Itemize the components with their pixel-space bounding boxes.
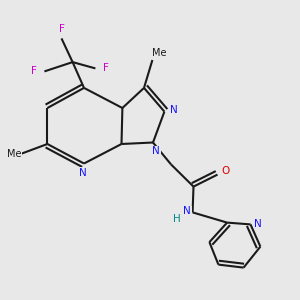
Text: F: F: [31, 66, 37, 76]
Text: N: N: [79, 167, 87, 178]
Text: N: N: [169, 105, 177, 115]
Text: Me: Me: [7, 148, 21, 159]
Text: N: N: [254, 219, 262, 229]
Text: N: N: [183, 206, 191, 216]
Text: Me: Me: [152, 48, 166, 59]
Text: F: F: [103, 63, 109, 74]
Text: O: O: [221, 166, 229, 176]
Text: H: H: [173, 214, 181, 224]
Text: F: F: [58, 24, 64, 34]
Text: N: N: [152, 146, 160, 157]
